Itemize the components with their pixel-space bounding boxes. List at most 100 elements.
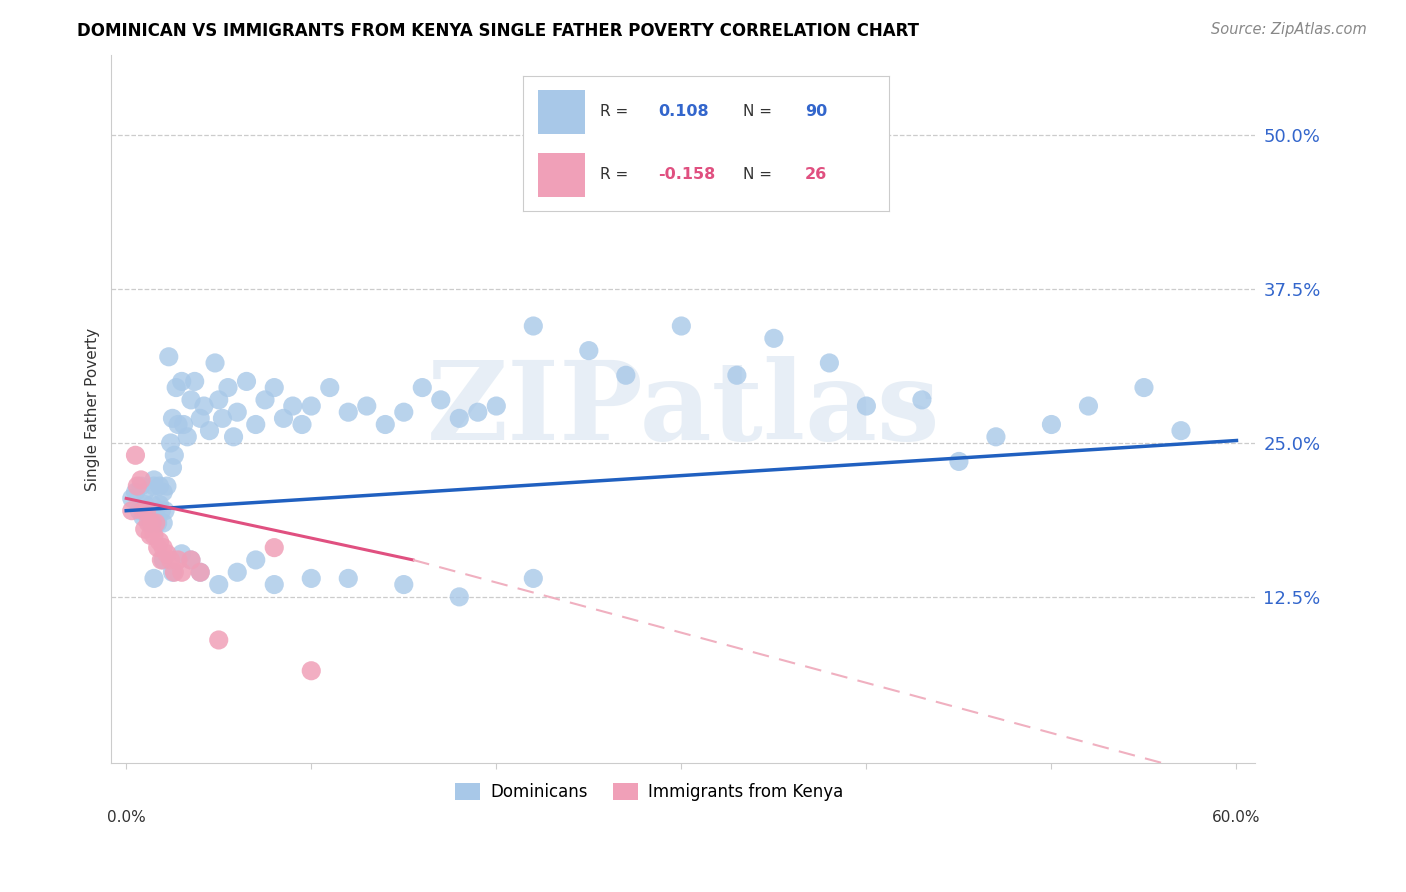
Point: [253, 392, 276, 407]
Point: [392, 405, 415, 419]
Point: [485, 399, 508, 413]
Point: [522, 571, 544, 585]
Point: [299, 399, 322, 413]
Point: [188, 566, 211, 580]
Point: [156, 547, 179, 561]
Point: [167, 553, 190, 567]
Point: [145, 509, 167, 524]
Point: [162, 460, 184, 475]
Point: [855, 399, 877, 413]
Point: [139, 528, 162, 542]
Point: [143, 473, 166, 487]
Point: [198, 424, 221, 438]
Point: [152, 541, 174, 555]
Point: [148, 498, 170, 512]
Point: [127, 479, 149, 493]
Point: [1170, 424, 1192, 438]
Point: [263, 577, 285, 591]
Point: [180, 392, 202, 407]
Point: [141, 498, 163, 512]
Point: [162, 566, 184, 580]
Point: [165, 380, 187, 394]
Point: [150, 553, 173, 567]
Point: [121, 491, 143, 506]
Point: [226, 566, 249, 580]
Point: [141, 516, 163, 530]
Point: [208, 392, 231, 407]
Point: [337, 405, 360, 419]
Point: [356, 399, 378, 413]
Point: [291, 417, 314, 432]
Point: [226, 405, 249, 419]
Point: [148, 479, 170, 493]
Point: [134, 485, 156, 500]
Point: [124, 485, 146, 500]
Point: [193, 399, 215, 413]
Point: [467, 405, 489, 419]
Point: [281, 399, 304, 413]
Point: [152, 485, 174, 500]
Point: [146, 541, 169, 555]
Point: [170, 547, 193, 561]
Point: [128, 504, 150, 518]
Point: [263, 380, 285, 394]
Text: Source: ZipAtlas.com: Source: ZipAtlas.com: [1211, 22, 1367, 37]
Point: [449, 590, 471, 604]
Point: [725, 368, 748, 383]
Point: [671, 318, 693, 333]
Point: [762, 331, 785, 345]
Point: [139, 516, 162, 530]
Point: [162, 411, 184, 425]
Point: [176, 430, 198, 444]
Point: [263, 541, 285, 555]
Point: [170, 566, 193, 580]
Point: [1133, 380, 1156, 394]
Point: [163, 566, 186, 580]
Point: [121, 504, 143, 518]
Point: [522, 318, 544, 333]
Point: [430, 392, 453, 407]
Point: [138, 504, 160, 518]
Point: [374, 417, 396, 432]
Point: [392, 577, 415, 591]
Point: [984, 430, 1007, 444]
Point: [948, 454, 970, 468]
Point: [145, 516, 167, 530]
Point: [180, 553, 202, 567]
Y-axis label: Single Father Poverty: Single Father Poverty: [86, 327, 100, 491]
Legend: Dominicans, Immigrants from Kenya: Dominicans, Immigrants from Kenya: [449, 776, 849, 808]
Point: [138, 516, 160, 530]
Point: [245, 553, 267, 567]
Point: [146, 516, 169, 530]
Point: [143, 479, 166, 493]
Point: [129, 479, 152, 493]
Point: [183, 375, 205, 389]
Point: [578, 343, 600, 358]
Point: [411, 380, 433, 394]
Point: [208, 632, 231, 647]
Point: [159, 436, 181, 450]
Point: [818, 356, 841, 370]
Point: [319, 380, 342, 394]
Point: [1040, 417, 1063, 432]
Point: [614, 368, 637, 383]
Point: [222, 430, 245, 444]
Point: [188, 411, 211, 425]
Point: [911, 392, 934, 407]
Point: [159, 553, 181, 567]
Point: [188, 566, 211, 580]
Point: [170, 375, 193, 389]
Point: [148, 534, 170, 549]
Point: [134, 498, 156, 512]
Text: ZIPatlas: ZIPatlas: [426, 356, 941, 463]
Point: [143, 571, 166, 585]
Point: [299, 571, 322, 585]
Text: 0.0%: 0.0%: [107, 810, 146, 825]
Point: [337, 571, 360, 585]
Point: [167, 417, 190, 432]
Point: [211, 411, 233, 425]
Point: [204, 356, 226, 370]
Point: [1077, 399, 1099, 413]
Point: [273, 411, 295, 425]
Point: [217, 380, 239, 394]
